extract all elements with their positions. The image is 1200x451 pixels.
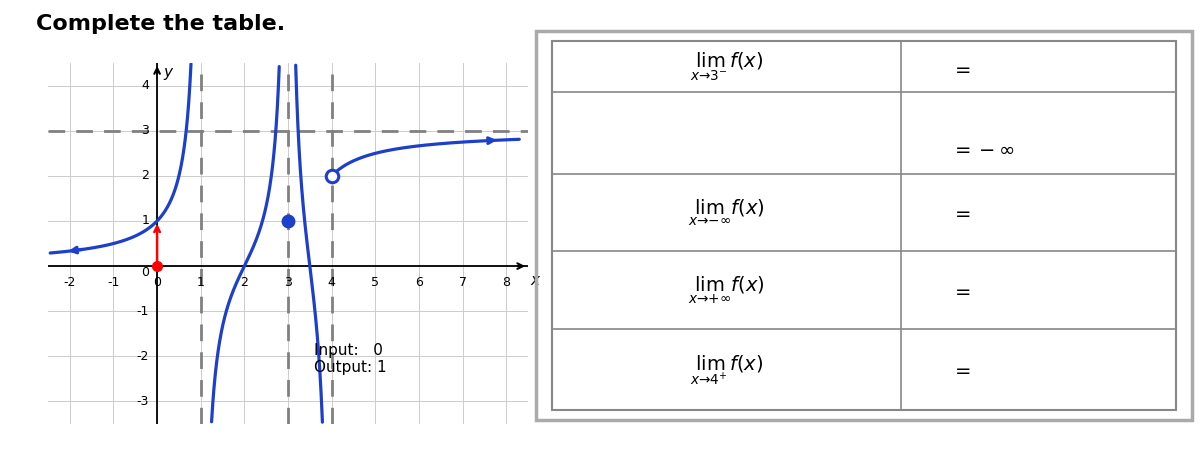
Text: -1: -1	[107, 276, 120, 289]
Text: -2: -2	[137, 350, 149, 363]
Text: 2: 2	[240, 276, 248, 289]
Text: $\lim_{x\to 4^+} f(x)$: $\lim_{x\to 4^+} f(x)$	[690, 353, 763, 387]
Text: 3: 3	[142, 124, 149, 137]
Text: -2: -2	[64, 276, 76, 289]
Text: 2: 2	[142, 170, 149, 182]
Text: 0: 0	[154, 276, 161, 289]
Text: 5: 5	[371, 276, 379, 289]
Text: -3: -3	[137, 395, 149, 408]
Text: 8: 8	[502, 276, 510, 289]
Text: 0: 0	[142, 266, 149, 279]
Text: x: x	[530, 273, 539, 288]
Text: 3: 3	[284, 276, 292, 289]
Text: $\lim_{x\to 3^-} f(x)$: $\lim_{x\to 3^-} f(x)$	[690, 50, 763, 83]
Text: 4: 4	[142, 79, 149, 92]
Text: $= -\infty$: $= -\infty$	[952, 140, 1015, 159]
Text: Complete the table.: Complete the table.	[36, 14, 286, 33]
Text: -1: -1	[137, 305, 149, 318]
Text: $\lim_{x\to +\infty} f(x)$: $\lim_{x\to +\infty} f(x)$	[689, 275, 766, 306]
Text: Input:   0
Output: 1: Input: 0 Output: 1	[314, 343, 386, 375]
Text: $=$: $=$	[952, 281, 972, 300]
Text: $=$: $=$	[952, 360, 972, 379]
Text: 1: 1	[197, 276, 205, 289]
Text: $=$: $=$	[952, 203, 972, 222]
Text: $=$: $=$	[952, 59, 972, 78]
Text: y: y	[163, 65, 173, 80]
Text: $\lim_{x\to -\infty} f(x)$: $\lim_{x\to -\infty} f(x)$	[689, 198, 766, 228]
Text: 6: 6	[415, 276, 422, 289]
Text: 1: 1	[142, 215, 149, 227]
Text: 4: 4	[328, 276, 336, 289]
Text: 7: 7	[458, 276, 467, 289]
